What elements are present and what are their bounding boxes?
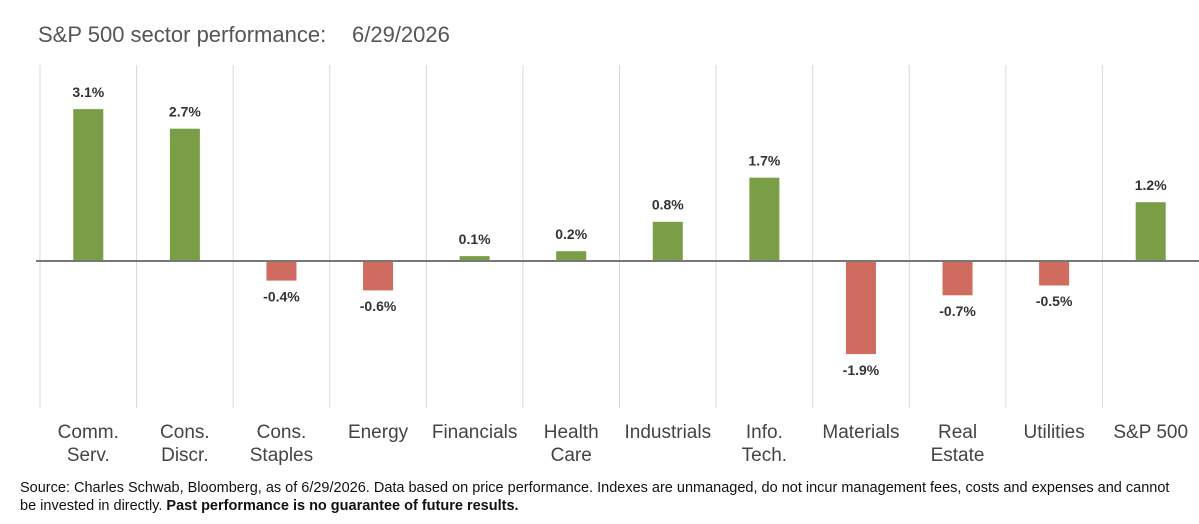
value-label: -1.9% (843, 362, 880, 378)
x-tick-label: Materials (822, 422, 900, 443)
bar (556, 251, 587, 261)
value-label: 3.1% (72, 84, 104, 100)
bar (652, 221, 683, 261)
x-tick-label: Utilities (1023, 422, 1085, 443)
bar (459, 256, 490, 261)
footnote: Source: Charles Schwab, Bloomberg, as of… (20, 479, 1180, 515)
bar (1039, 261, 1070, 286)
value-label: -0.6% (360, 298, 397, 314)
bar (73, 109, 104, 261)
value-label: 1.2% (1135, 177, 1167, 193)
x-tick-label: S&P 500 (1113, 422, 1189, 443)
bar (749, 177, 780, 261)
value-label: -0.4% (263, 288, 300, 304)
value-label: 2.7% (169, 103, 201, 119)
bar (363, 261, 394, 291)
disclaimer: Past performance is no guarantee of futu… (166, 498, 519, 514)
x-tick-label: Energy (347, 422, 409, 443)
bar (169, 128, 200, 261)
value-label: -0.7% (939, 303, 976, 319)
value-label: 0.8% (652, 197, 684, 213)
value-label: 0.2% (555, 226, 587, 242)
source: Source: Charles Schwab, Bloomberg, as of… (20, 480, 1170, 514)
bar (845, 261, 876, 355)
x-tick-label: Info. Tech. (741, 422, 788, 466)
bar (1135, 202, 1166, 261)
x-tick-label: Comm. Serv. (57, 422, 119, 466)
x-tick-label: Industrials (624, 422, 712, 443)
chart: 3.1% 2.7% -0.4% -0.6% 0.1% 0.2% 0.8% 1.7% -1.9% -… (36, 65, 1199, 408)
chart-date: 6/29/2026 (352, 22, 450, 47)
value-label: -0.5% (1036, 293, 1073, 309)
x-tick-label: Cons. Discr. (160, 422, 210, 466)
x-tick-label: Financials (431, 422, 518, 443)
chart-title: S&P 500 sector performance: (38, 22, 327, 47)
bar (942, 261, 973, 296)
x-tick-label: Cons. Staples (249, 422, 314, 466)
x-tick-label: Health Care (543, 422, 599, 466)
x-tick-label: Real Estate (930, 422, 985, 466)
bar (266, 261, 297, 281)
value-label: 1.7% (748, 152, 780, 168)
value-label: 0.1% (459, 231, 491, 247)
